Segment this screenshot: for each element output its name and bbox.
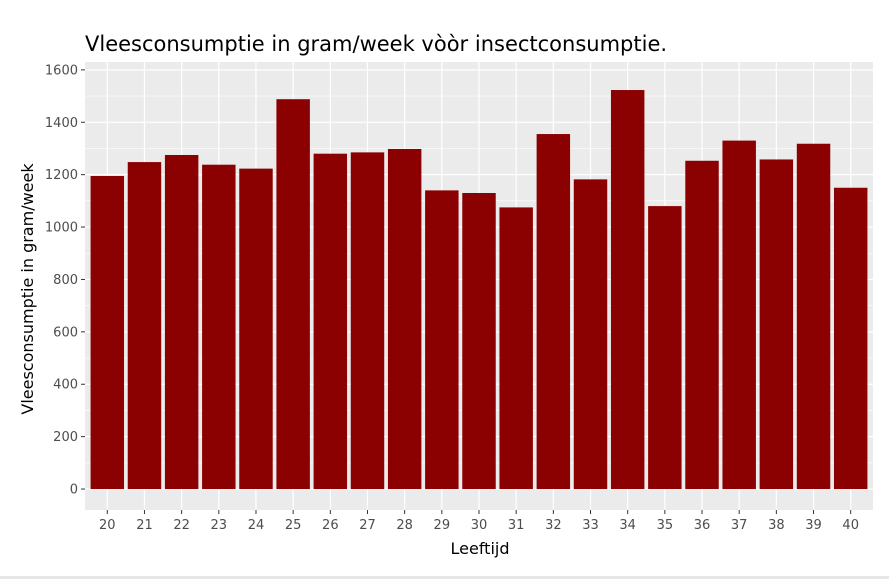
bar xyxy=(722,140,756,490)
x-tick-label: 38 xyxy=(768,518,785,533)
x-tick-label: 35 xyxy=(657,518,674,533)
x-tick-label: 32 xyxy=(545,518,562,533)
x-tick-label: 34 xyxy=(619,518,636,533)
x-tick-label: 33 xyxy=(582,518,599,533)
y-tick-label: 800 xyxy=(53,273,78,288)
bar xyxy=(313,153,348,490)
bar xyxy=(573,179,608,490)
x-tick-label: 22 xyxy=(173,518,190,533)
x-tick-label: 24 xyxy=(248,518,265,533)
bar xyxy=(164,155,199,490)
y-tick-label: 400 xyxy=(53,378,78,393)
x-axis-title: Leeftijd xyxy=(451,539,510,558)
bar xyxy=(685,160,719,490)
bars xyxy=(90,90,868,490)
chart-title: Vleesconsumptie in gram/week vòòr insect… xyxy=(85,32,667,56)
bar xyxy=(276,99,310,490)
bar xyxy=(536,134,571,490)
bar xyxy=(239,168,273,490)
x-tick-label: 20 xyxy=(99,518,116,533)
x-tick-label: 36 xyxy=(694,518,711,533)
bar xyxy=(387,148,422,490)
bar xyxy=(350,152,385,490)
y-tick-label: 1200 xyxy=(45,168,78,183)
x-tick-label: 23 xyxy=(211,518,228,533)
bar xyxy=(90,175,125,490)
bar xyxy=(499,207,533,490)
bar xyxy=(833,187,868,490)
x-tick-label: 31 xyxy=(508,518,525,533)
x-tick-label: 21 xyxy=(136,518,153,533)
y-axis: 0 200 400 600 800 1000 1200 1400 1600 xyxy=(45,63,85,498)
bar xyxy=(796,143,831,490)
x-tick-label: 27 xyxy=(359,518,376,533)
bar xyxy=(425,190,459,490)
x-tick-label: 26 xyxy=(322,518,339,533)
x-tick-label: 37 xyxy=(731,518,748,533)
bar xyxy=(759,159,794,490)
bar xyxy=(648,206,682,490)
bar xyxy=(462,192,496,490)
y-tick-label: 0 xyxy=(70,483,78,498)
y-tick-label: 1600 xyxy=(45,63,78,78)
x-tick-label: 29 xyxy=(434,518,451,533)
x-tick-label: 25 xyxy=(285,518,302,533)
y-tick-label: 1400 xyxy=(45,116,78,131)
x-tick-label: 30 xyxy=(471,518,488,533)
bar xyxy=(127,162,162,490)
bar xyxy=(202,164,236,490)
x-axis: 20 21 22 23 24 25 26 27 28 29 30 31 32 33 34 35 36 37 38 39… xyxy=(99,510,859,533)
bottom-divider xyxy=(0,576,889,579)
y-axis-title: Vleesconsumptie in gram/week xyxy=(18,163,37,415)
y-tick-label: 1000 xyxy=(45,221,78,236)
x-tick-label: 28 xyxy=(396,518,413,533)
x-tick-label: 39 xyxy=(805,518,822,533)
bar xyxy=(610,90,645,490)
x-tick-label: 40 xyxy=(842,518,859,533)
y-tick-label: 600 xyxy=(53,325,78,340)
y-tick-label: 200 xyxy=(53,430,78,445)
